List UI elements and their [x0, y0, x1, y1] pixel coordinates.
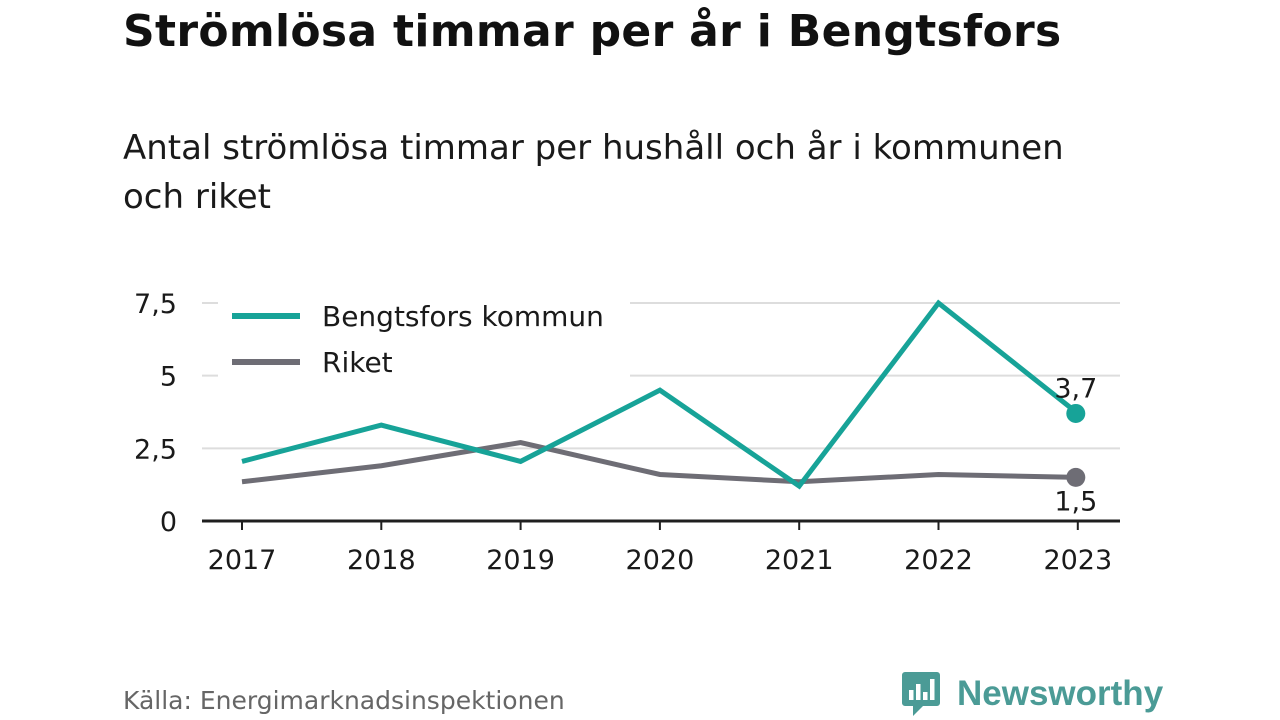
series-line-1	[241, 439, 1078, 485]
series-line-0	[241, 299, 1080, 490]
brand-name: Newsworthy	[957, 674, 1164, 713]
x-tick-label: 2017	[208, 545, 277, 576]
line-chart: 0 2,5 5 7,5 2017 2018 2019 2020 2021 2022 2023 3,7…	[134, 289, 1120, 576]
brand-logo[interactable]: Newsworthy	[901, 670, 1163, 718]
chart-title: Strömlösa timmar per år i Bengtsfors	[123, 6, 1062, 57]
series-end-label-0: 3,7	[1054, 373, 1097, 404]
x-tick-label: 2019	[486, 545, 555, 576]
y-tick-label: 5	[160, 362, 177, 393]
series-layer: 3,7 1,5	[241, 299, 1097, 517]
source-note: Källa: Energimarknadsinspektionen	[123, 686, 565, 715]
legend-label-0: Bengtsfors kommun	[322, 300, 604, 333]
x-tick-label: 2023	[1043, 545, 1112, 576]
legend: Bengtsfors kommun Riket	[218, 292, 630, 388]
series-end-point-1	[1066, 467, 1086, 487]
x-tick-label: 2020	[626, 545, 695, 576]
legend-background	[218, 292, 630, 388]
y-tick-label: 7,5	[134, 289, 177, 320]
series-end-point-0	[1066, 403, 1086, 423]
series-end-label-1: 1,5	[1054, 486, 1097, 517]
y-tick-label: 2,5	[134, 434, 177, 465]
x-tick-label: 2022	[904, 545, 973, 576]
tick-layer: 0 2,5 5 7,5 2017 2018 2019 2020 2021 2022 2023	[134, 289, 1112, 576]
x-tick-label: 2018	[347, 545, 416, 576]
newsworthy-logo-icon	[902, 672, 940, 716]
x-tick-label: 2021	[765, 545, 834, 576]
chart-subtitle: Antal strömlösa timmar per hushåll och å…	[123, 128, 1064, 217]
y-tick-label: 0	[160, 507, 177, 538]
legend-label-1: Riket	[322, 346, 393, 379]
